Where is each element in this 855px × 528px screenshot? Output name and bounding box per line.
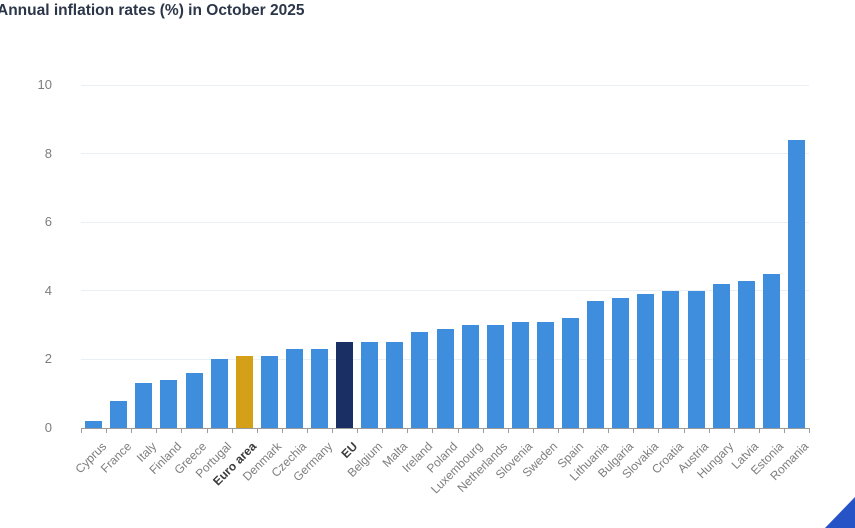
- bar-croatia[interactable]: [662, 290, 680, 428]
- x-axis-tick: [181, 429, 183, 433]
- x-axis-tick: [758, 429, 760, 433]
- x-axis-tick: [683, 429, 685, 433]
- x-axis-tick: [306, 429, 308, 433]
- bar-malta[interactable]: [386, 342, 404, 429]
- x-axis-tick: [809, 429, 810, 433]
- bar-czechia[interactable]: [285, 349, 303, 428]
- y-axis-tick-label: 2: [44, 351, 52, 367]
- bar-denmark[interactable]: [260, 356, 278, 428]
- x-axis-tick: [231, 429, 233, 433]
- bar-slovakia[interactable]: [637, 294, 655, 428]
- x-axis-tick: [532, 429, 534, 433]
- x-axis-line: [81, 428, 810, 429]
- bar-france[interactable]: [110, 400, 128, 428]
- y-axis-tick-label: 6: [44, 214, 52, 230]
- y-axis-tick-label: 0: [44, 420, 52, 435]
- gridline: [81, 221, 809, 223]
- x-axis-tick: [482, 429, 484, 433]
- x-axis-tick: [507, 429, 509, 433]
- x-axis-tick: [332, 429, 333, 433]
- gridline: [81, 290, 809, 292]
- bar-hungary[interactable]: [712, 283, 730, 428]
- bar-belgium[interactable]: [361, 342, 379, 429]
- bar-luxembourg[interactable]: [461, 325, 479, 428]
- x-axis-tick: [583, 429, 585, 433]
- bar-netherlands[interactable]: [486, 325, 504, 428]
- x-axis-tick: [106, 429, 108, 433]
- bar-lithuania[interactable]: [587, 301, 605, 428]
- y-axis-tick-label: 8: [44, 145, 52, 161]
- x-axis-tick: [457, 429, 459, 433]
- x-axis-tick: [407, 429, 409, 433]
- bar-romania[interactable]: [787, 139, 805, 428]
- x-axis-tick: [558, 429, 559, 433]
- bar-italy[interactable]: [135, 383, 153, 428]
- bar-poland[interactable]: [436, 328, 454, 428]
- bar-greece[interactable]: [185, 373, 203, 428]
- x-axis-tick: [206, 429, 208, 433]
- bar-austria[interactable]: [687, 290, 705, 428]
- bar-finland[interactable]: [160, 380, 178, 428]
- x-axis-tick: [733, 429, 735, 433]
- gridline: [81, 84, 809, 86]
- bar-germany[interactable]: [311, 349, 328, 428]
- bar-cyprus[interactable]: [85, 421, 103, 428]
- x-axis-tick: [783, 429, 785, 433]
- bar-sweden[interactable]: [536, 321, 554, 428]
- gridline: [81, 153, 809, 155]
- x-axis-tick: [256, 429, 258, 433]
- y-axis-tick-label: 10: [37, 77, 52, 92]
- x-axis-tick: [281, 429, 283, 433]
- bar-portugal[interactable]: [210, 359, 228, 428]
- bar-euro-area[interactable]: [235, 356, 253, 428]
- bar-slovenia[interactable]: [511, 321, 529, 428]
- bar-eu[interactable]: [336, 342, 354, 429]
- bar-latvia[interactable]: [737, 280, 755, 428]
- x-axis-tick: [658, 429, 660, 433]
- x-axis-tick: [432, 429, 434, 433]
- y-axis-tick-label: 4: [44, 282, 52, 298]
- bar-bulgaria[interactable]: [612, 297, 630, 428]
- x-axis-tick: [131, 429, 133, 433]
- x-axis-tick: [633, 429, 635, 433]
- chart-title: Annual inflation rates (%) in October 20…: [0, 2, 305, 19]
- bar-estonia[interactable]: [762, 273, 780, 428]
- x-axis-tick: [81, 429, 82, 433]
- x-axis-tick: [357, 429, 359, 433]
- bar-spain[interactable]: [562, 318, 579, 428]
- x-axis-tick: [156, 429, 158, 433]
- bar-ireland[interactable]: [411, 332, 429, 428]
- x-axis-tick: [608, 429, 610, 433]
- x-axis-tick: [708, 429, 710, 433]
- x-axis-tick: [382, 429, 384, 433]
